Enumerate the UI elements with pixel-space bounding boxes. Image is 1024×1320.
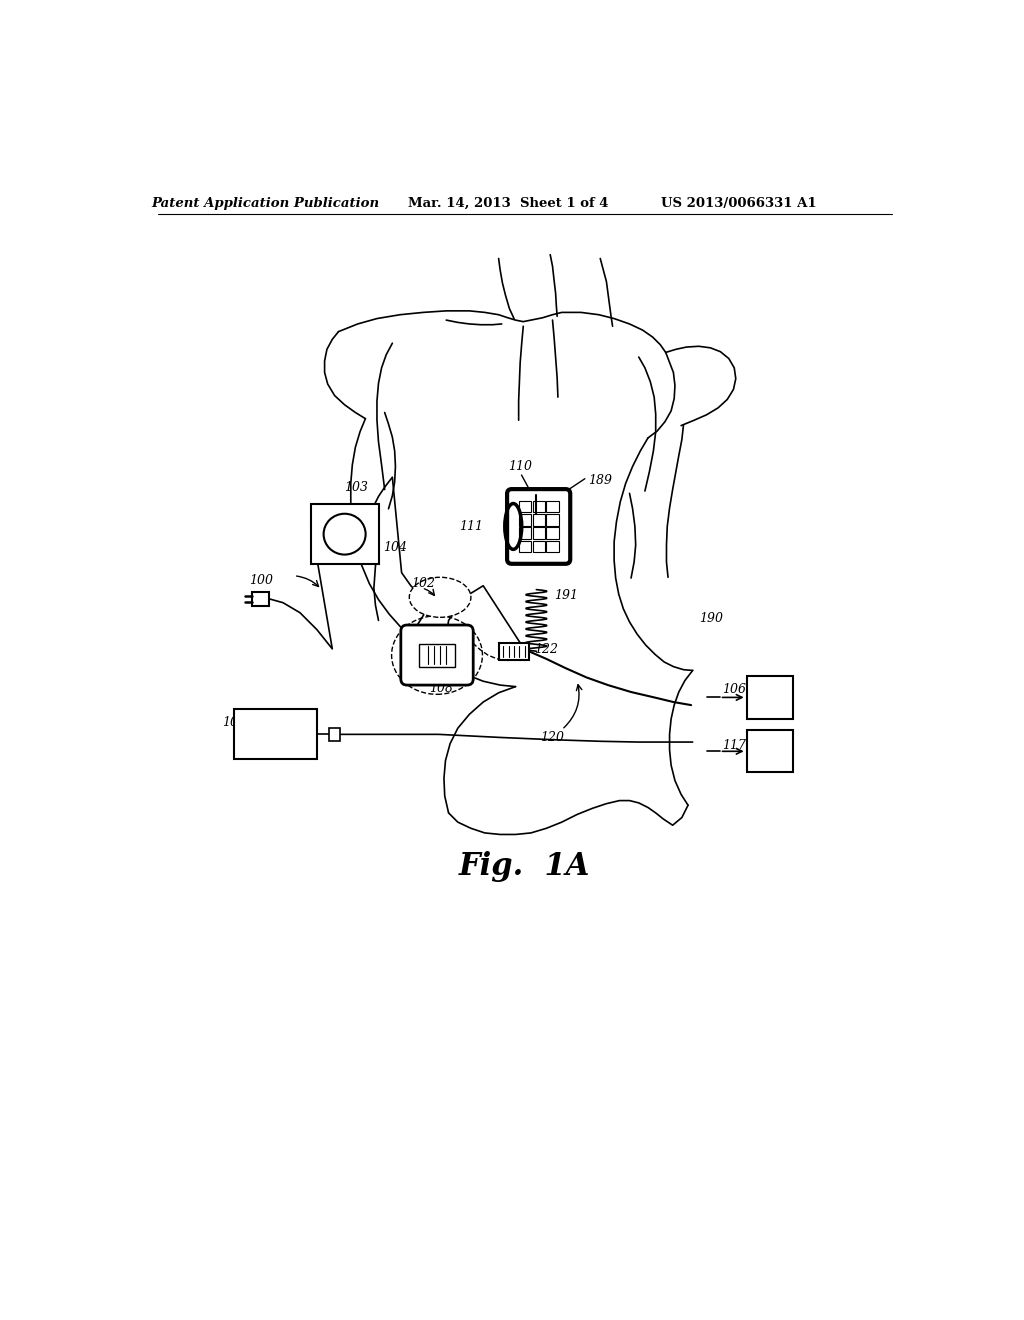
FancyBboxPatch shape bbox=[499, 643, 529, 660]
Text: 191: 191 bbox=[554, 589, 579, 602]
FancyBboxPatch shape bbox=[252, 591, 269, 606]
Ellipse shape bbox=[391, 616, 482, 694]
FancyBboxPatch shape bbox=[547, 513, 559, 525]
Text: 107: 107 bbox=[401, 668, 426, 681]
FancyBboxPatch shape bbox=[518, 500, 531, 512]
FancyBboxPatch shape bbox=[547, 540, 559, 552]
Text: 101: 101 bbox=[453, 651, 476, 664]
FancyBboxPatch shape bbox=[419, 644, 455, 667]
FancyBboxPatch shape bbox=[330, 729, 340, 741]
FancyBboxPatch shape bbox=[233, 709, 316, 759]
Text: Mar. 14, 2013  Sheet 1 of 4: Mar. 14, 2013 Sheet 1 of 4 bbox=[408, 197, 608, 210]
Text: 102: 102 bbox=[412, 577, 435, 590]
Text: 106: 106 bbox=[723, 684, 746, 696]
Text: Fig.  1A: Fig. 1A bbox=[459, 851, 591, 882]
Text: 111: 111 bbox=[459, 520, 483, 533]
Text: 117: 117 bbox=[723, 739, 746, 751]
FancyBboxPatch shape bbox=[518, 540, 531, 552]
Text: 110: 110 bbox=[508, 459, 531, 473]
Text: 103: 103 bbox=[345, 482, 369, 495]
Ellipse shape bbox=[410, 577, 471, 618]
Text: 104: 104 bbox=[383, 541, 408, 554]
FancyBboxPatch shape bbox=[532, 527, 545, 539]
FancyBboxPatch shape bbox=[310, 504, 379, 564]
FancyBboxPatch shape bbox=[547, 500, 559, 512]
FancyBboxPatch shape bbox=[518, 513, 531, 525]
FancyBboxPatch shape bbox=[532, 513, 545, 525]
FancyBboxPatch shape bbox=[746, 730, 793, 772]
Text: 100: 100 bbox=[250, 574, 273, 587]
FancyBboxPatch shape bbox=[532, 540, 545, 552]
Text: 122: 122 bbox=[535, 643, 558, 656]
Ellipse shape bbox=[324, 513, 366, 554]
FancyBboxPatch shape bbox=[400, 626, 473, 685]
FancyBboxPatch shape bbox=[518, 527, 531, 539]
FancyBboxPatch shape bbox=[532, 500, 545, 512]
FancyBboxPatch shape bbox=[507, 490, 570, 564]
Text: 108: 108 bbox=[429, 681, 454, 694]
FancyBboxPatch shape bbox=[746, 676, 793, 718]
Text: 189: 189 bbox=[588, 474, 612, 487]
Text: 190: 190 bbox=[698, 612, 723, 626]
Text: Patent Application Publication: Patent Application Publication bbox=[152, 197, 379, 210]
Text: 120: 120 bbox=[541, 731, 564, 744]
FancyBboxPatch shape bbox=[547, 527, 559, 539]
Text: 105: 105 bbox=[222, 715, 246, 729]
Text: US 2013/0066331 A1: US 2013/0066331 A1 bbox=[662, 197, 817, 210]
